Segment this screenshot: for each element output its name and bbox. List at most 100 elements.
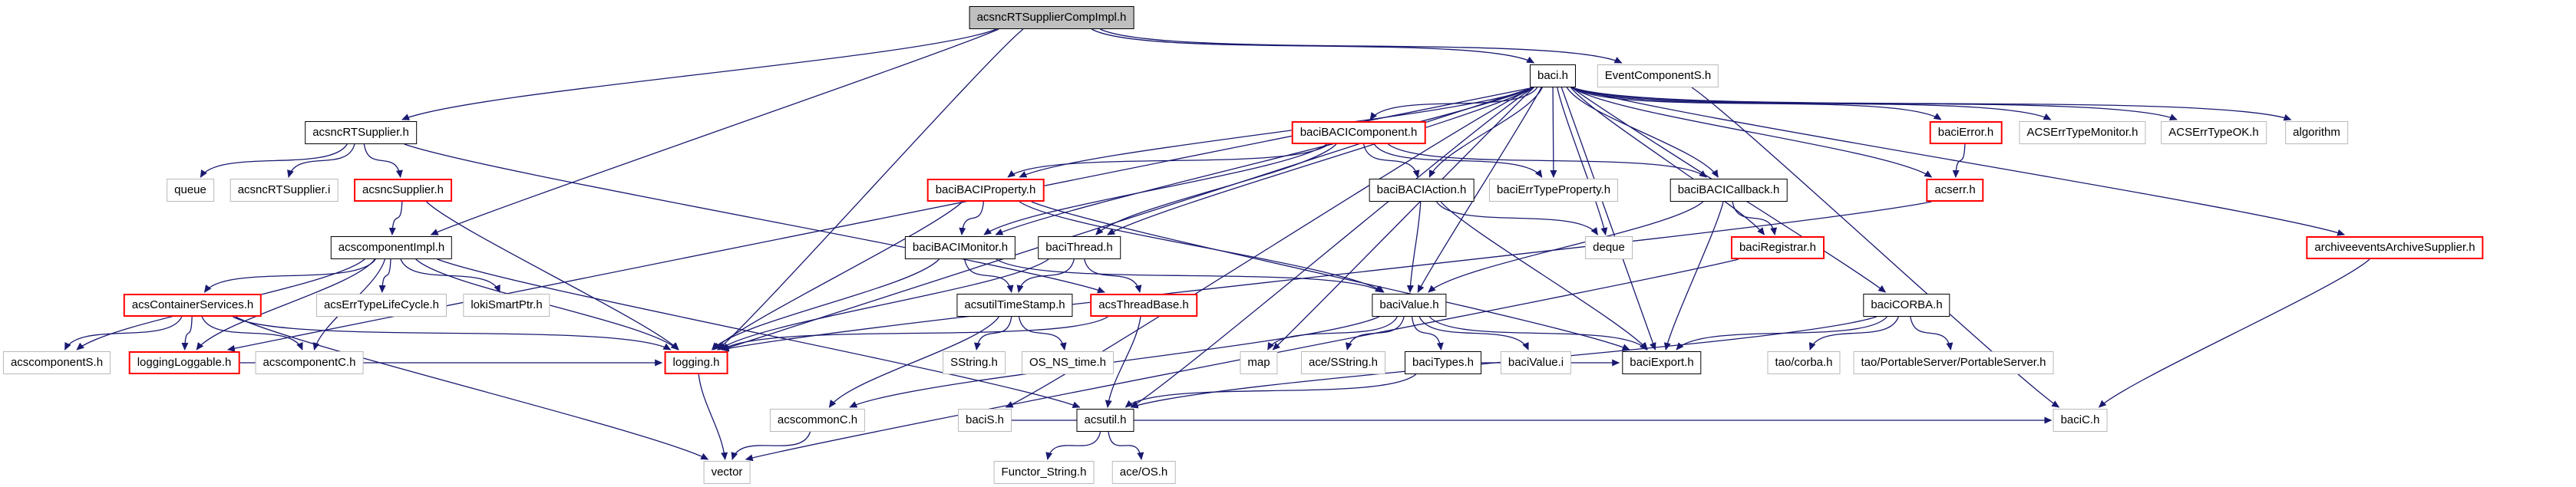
edge-bacivalue-to-map <box>1267 316 1398 350</box>
node-vector: vector <box>703 461 751 484</box>
node-acscontainerservices[interactable]: acsContainerServices.h <box>123 294 263 317</box>
node-acserrtypeok: ACSErrTypeOK.h <box>2161 121 2267 144</box>
edge-bacibacicomponent-to-bacibaciproperty <box>1007 143 1329 178</box>
edge-root-to-baci <box>1091 28 1535 64</box>
edge-bacibacimonitor-to-acsutiltimestamp <box>964 258 1014 293</box>
edge-bacibacicallback-to-bacivalue <box>1428 201 1704 293</box>
edge-baci-to-algorithm <box>1571 87 2292 121</box>
node-baci[interactable]: baci.h <box>1529 64 1577 87</box>
node-bacierror[interactable]: baciError.h <box>1929 121 2003 144</box>
node-bacic: baciC.h <box>2053 409 2108 432</box>
node-acsncrtsupplier[interactable]: acsncRTSupplier.h <box>305 121 417 144</box>
edge-acsncrtsupplier-to-acsthreadbase <box>404 143 1105 294</box>
edge-acscomponentimpl-to-loggingloggable <box>196 258 375 350</box>
edge-baci-to-bacivalue <box>1417 87 1542 293</box>
node-baciexport[interactable]: baciExport.h <box>1622 351 1702 374</box>
edge-acscontainerservices-to-acscomponents <box>64 316 183 350</box>
edge-bacibacicallback-to-baciexport <box>1663 201 1724 350</box>
node-bacicorba[interactable]: baciCORBA.h <box>1863 294 1950 317</box>
edge-acsncrtsupplier-to-queue <box>200 143 348 178</box>
edge-baci-to-baciregistrar <box>1570 87 1765 235</box>
edge-baci-to-bacibaciaction <box>1428 87 1543 178</box>
node-bacitypes[interactable]: baciTypes.h <box>1404 351 1482 374</box>
edge-bacibacicomponent-to-bacierrtypeproperty <box>1373 143 1543 178</box>
edge-acscontainerservices-to-acscomponentc <box>201 316 303 350</box>
edge-baci-to-archiveevents <box>1571 87 2346 236</box>
node-acserr[interactable]: acserr.h <box>1926 179 1984 202</box>
edge-acscontainerservices-to-logging <box>233 316 672 350</box>
node-bacibacimonitor[interactable]: baciBACIMonitor.h <box>904 236 1016 259</box>
edge-bacitypes-to-acsutil <box>1125 373 1417 408</box>
edge-acsthreadbase-to-logging <box>721 316 1108 350</box>
edge-bacibacicallback-to-baciregistrar <box>1732 201 1778 235</box>
node-acsutiltimestamp[interactable]: acsutilTimeStamp.h <box>956 294 1073 317</box>
edge-acsncrtsupplier-to-acsncsupplier <box>363 143 403 178</box>
node-lokismartptr: lokiSmartPtr.h <box>463 294 550 317</box>
edge-bacithread-to-acsutiltimestamp <box>1016 258 1075 293</box>
node-acsthreadbase[interactable]: acsThreadBase.h <box>1090 294 1197 317</box>
edge-acscommonc-to-vector <box>731 431 811 460</box>
edge-baci-to-bacibacimonitor <box>995 87 1534 235</box>
node-bacibacicomponent[interactable]: baciBACIComponent.h <box>1291 121 1426 144</box>
node-acesstring: ace/SString.h <box>1300 351 1386 374</box>
edge-acscontainerservices-to-vector <box>235 316 709 460</box>
edge-bacithread-to-acsthreadbase <box>1084 258 1142 293</box>
edge-baci-to-bacierror <box>1571 87 1942 120</box>
node-bacibaciaction[interactable]: baciBACIAction.h <box>1369 179 1475 202</box>
edge-acserr-to-logging <box>721 201 1932 352</box>
edge-root-to-eventcomponents <box>1099 28 1623 64</box>
node-deque: deque <box>1585 236 1633 259</box>
edge-acscomponentimpl-to-acserrtypelifecycle <box>378 258 391 293</box>
node-acsncsupplier[interactable]: acsncSupplier.h <box>354 179 452 202</box>
edge-bacibacicomponent-to-bacibacimonitor <box>983 143 1327 235</box>
node-bacivalue[interactable]: baciValue.h <box>1372 294 1447 317</box>
node-taoportableserver: tao/PortableServer/PortableServer.h <box>1853 351 2054 374</box>
edge-bacibaciproperty-to-logging <box>712 201 963 350</box>
edge-acsutil-to-aceos <box>1108 431 1144 460</box>
edge-baci-to-acserr <box>1571 87 1933 178</box>
node-bacithread[interactable]: baciThread.h <box>1038 236 1121 259</box>
node-osnstime: OS_NS_time.h <box>1021 351 1115 374</box>
edge-acsutiltimestamp-to-sstring <box>974 316 1012 350</box>
node-root: acsncRTSupplierCompImpl.h <box>969 6 1134 29</box>
edge-baci-to-bacithread <box>1107 87 1534 235</box>
edge-bacivalue-to-baciexport <box>1428 316 1647 350</box>
edge-eventcomponents-to-bacic <box>1691 87 2060 408</box>
node-acsutil[interactable]: acsutil.h <box>1076 409 1134 432</box>
node-bacierrtypeproperty: baciErrTypeProperty.h <box>1488 179 1619 202</box>
node-logging[interactable]: logging.h <box>664 351 728 374</box>
edge-acsutiltimestamp-to-osnstime <box>1018 316 1067 350</box>
node-loggingloggable[interactable]: loggingLoggable.h <box>128 351 240 374</box>
edge-bacibacimonitor-to-logging <box>711 258 940 350</box>
node-map: map <box>1240 351 1278 374</box>
edge-acscomponentimpl-to-acsutil <box>437 258 1081 409</box>
node-baciregistrar[interactable]: baciRegistrar.h <box>1730 236 1825 259</box>
node-archiveevents[interactable]: archiveeventsArchiveSupplier.h <box>2306 236 2484 259</box>
edge-bacivalue-to-acscommonc <box>849 316 1379 408</box>
edge-bacibaciaction-to-bacivalue <box>1406 201 1422 293</box>
edge-bacibacicomponent-to-bacibaciaction <box>1362 143 1420 178</box>
node-acscomponentc: acscomponentC.h <box>255 351 364 374</box>
edge-logging-to-vector <box>698 373 728 460</box>
node-bacibacicallback[interactable]: baciBACICallback.h <box>1669 179 1788 202</box>
node-acscommonc: acscommonC.h <box>769 409 866 432</box>
node-acscomponentimpl[interactable]: acscomponentImpl.h <box>330 236 453 259</box>
edge-bacicorba-to-taocorba <box>1808 316 1899 350</box>
node-bacivaluei: baciValue.i <box>1500 351 1572 374</box>
edge-root-to-acsncrtsupplier <box>401 28 997 120</box>
edge-bacibaciaction-to-deque <box>1435 201 1598 235</box>
node-bacibaciproperty[interactable]: baciBACIProperty.h <box>926 179 1045 202</box>
node-taocorba: tao/corba.h <box>1767 351 1841 374</box>
edge-bacivalue-to-bacitypes <box>1411 316 1444 350</box>
node-functorstring: Functor_String.h <box>993 461 1095 484</box>
edge-archiveevents-to-bacic <box>2098 258 2370 408</box>
edge-bacibaciaction-to-baciexport <box>1440 201 1648 350</box>
node-acsncrtsupplieri: acsncRTSupplier.i <box>230 179 339 202</box>
edge-baci-to-bacibacicallback <box>1566 87 1719 178</box>
node-queue: queue <box>167 179 214 202</box>
edge-acsncsupplier-to-acscomponentimpl <box>388 201 403 235</box>
node-algorithm: algorithm <box>2285 121 2348 144</box>
edge-baci-to-baciexport <box>1560 87 1656 350</box>
edge-baci-to-bacierrtypeproperty <box>1550 87 1557 178</box>
